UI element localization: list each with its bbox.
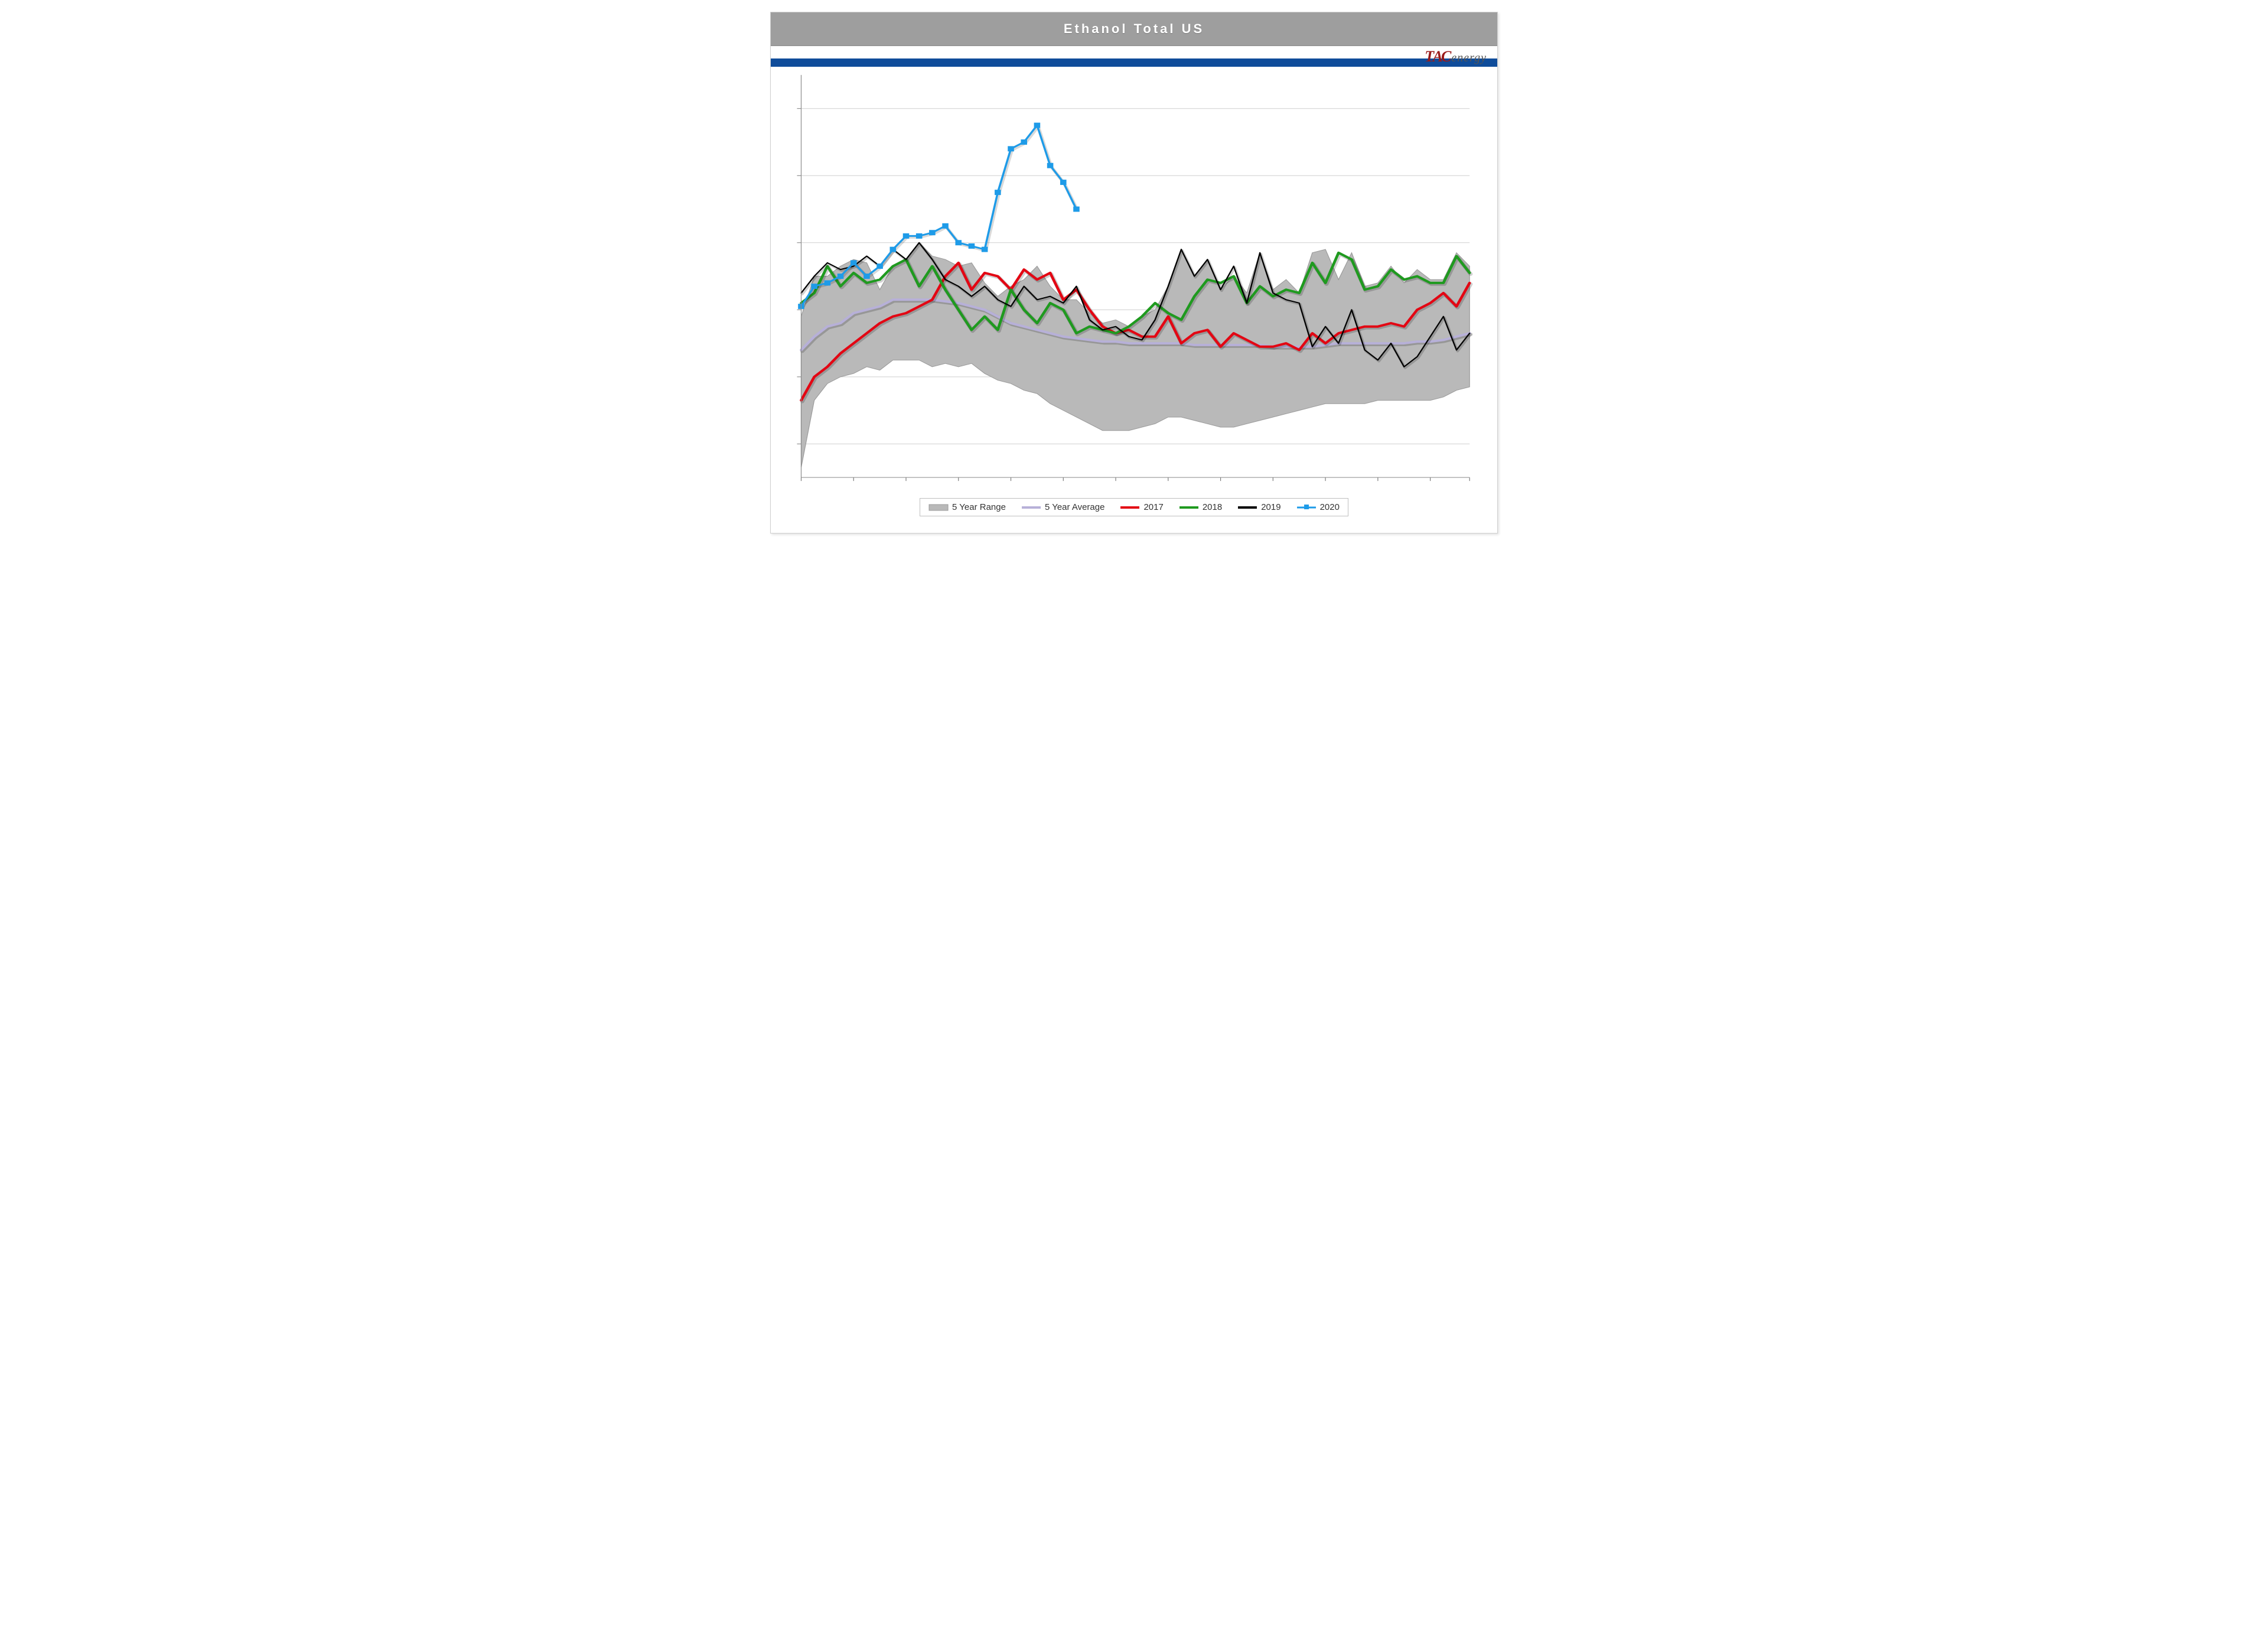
legend-2017-label: 2017 xyxy=(1143,502,1163,512)
legend-2019: 2019 xyxy=(1237,502,1280,512)
legend-2020: 2020 xyxy=(1296,502,1340,512)
legend-range: 5 Year Range xyxy=(928,502,1006,512)
legend-2020-label: 2020 xyxy=(1320,502,1340,512)
legend: 5 Year Range 5 Year Average 2017 2018 2019 20… xyxy=(920,498,1348,516)
brand-logo: TACenergy xyxy=(1425,48,1487,66)
legend-avg-label: 5 Year Average xyxy=(1045,502,1104,512)
header-band xyxy=(771,58,1497,67)
plot-area xyxy=(787,69,1481,492)
chart-panel: Ethanol Total US TACenergy 5 Year Range5… xyxy=(770,12,1498,533)
logo-part2: C xyxy=(1441,48,1451,65)
legend-range-label: 5 Year Range xyxy=(952,502,1006,512)
legend-avg: 5 Year Average xyxy=(1021,502,1104,512)
legend-2018: 2018 xyxy=(1179,502,1222,512)
chart-title: Ethanol Total US xyxy=(1064,21,1204,37)
legend-2018-label: 2018 xyxy=(1203,502,1222,512)
legend-2019-label: 2019 xyxy=(1261,502,1280,512)
logo-part1: TA xyxy=(1425,48,1442,65)
legend-2017: 2017 xyxy=(1120,502,1163,512)
line-chart xyxy=(787,69,1481,492)
title-bar: Ethanol Total US xyxy=(771,12,1497,46)
logo-part3: energy xyxy=(1451,51,1487,64)
